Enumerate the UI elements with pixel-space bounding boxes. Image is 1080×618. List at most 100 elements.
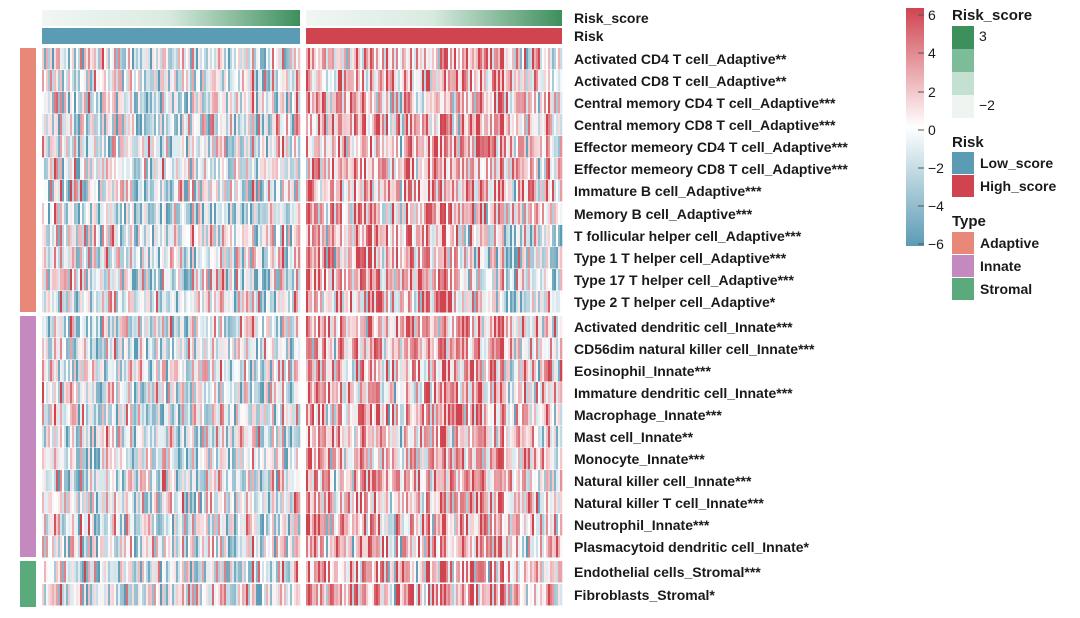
heatmap-cell xyxy=(246,158,249,180)
heatmap-cell xyxy=(52,291,55,313)
heatmap-cell xyxy=(384,180,387,202)
heatmap-cell xyxy=(252,247,255,269)
heatmap-cell xyxy=(182,136,185,158)
heatmap-cell xyxy=(408,382,411,404)
heatmap-cell xyxy=(500,382,503,404)
heatmap-cell xyxy=(522,338,525,360)
heatmap-cell xyxy=(516,360,519,382)
heatmap-cell xyxy=(488,426,491,448)
heatmap-cell xyxy=(298,316,301,338)
heatmap-cell xyxy=(80,404,83,426)
heatmap-cell xyxy=(328,92,331,114)
heatmap-cell xyxy=(532,92,535,114)
heatmap-cell xyxy=(120,247,123,269)
heatmap-cell xyxy=(312,382,315,404)
heatmap-cell xyxy=(378,291,381,313)
heatmap-cell xyxy=(368,180,371,202)
heatmap-cell xyxy=(546,448,549,470)
heatmap-cell xyxy=(282,180,285,202)
heatmap-cell xyxy=(74,92,77,114)
heatmap-cell xyxy=(128,382,131,404)
heatmap-cell xyxy=(238,136,241,158)
heatmap-cell xyxy=(58,426,61,448)
heatmap-cell xyxy=(184,338,187,360)
heatmap-cell xyxy=(100,470,103,492)
heatmap-cell xyxy=(204,316,207,338)
heatmap-cell xyxy=(468,426,471,448)
heatmap-cell xyxy=(92,448,95,470)
heatmap-cell xyxy=(550,426,553,448)
heatmap-cell xyxy=(540,92,543,114)
heatmap-cell xyxy=(366,203,369,225)
heatmap-cell xyxy=(140,48,143,70)
heatmap-cell xyxy=(86,426,89,448)
heatmap-cell xyxy=(338,158,341,180)
heatmap-cell xyxy=(118,70,121,92)
heatmap-cell xyxy=(368,291,371,313)
heatmap-cell xyxy=(430,158,433,180)
heatmap-cell xyxy=(160,92,163,114)
heatmap-cell xyxy=(454,269,457,291)
heatmap-cell xyxy=(128,48,131,70)
heatmap-cell xyxy=(518,70,521,92)
heatmap-cell xyxy=(452,404,455,426)
heatmap-cell xyxy=(288,48,291,70)
heatmap-cell xyxy=(360,114,363,136)
heatmap-cell xyxy=(346,136,349,158)
heatmap-cell xyxy=(246,291,249,313)
heatmap-cell xyxy=(178,203,181,225)
heatmap-cell xyxy=(54,360,57,382)
heatmap-cell xyxy=(312,316,315,338)
heatmap-cell xyxy=(112,382,115,404)
heatmap-cell xyxy=(122,48,125,70)
heatmap-cell xyxy=(416,291,419,313)
heatmap-cell xyxy=(268,247,271,269)
heatmap-cell xyxy=(508,180,511,202)
heatmap-cell xyxy=(260,448,263,470)
heatmap-cell xyxy=(408,247,411,269)
heatmap-cell xyxy=(114,180,117,202)
heatmap-cell xyxy=(148,92,151,114)
heatmap-cell xyxy=(382,247,385,269)
heatmap-cell xyxy=(356,247,359,269)
heatmap-cell xyxy=(284,382,287,404)
heatmap-cell xyxy=(490,48,493,70)
heatmap-cell xyxy=(234,291,237,313)
heatmap-cell xyxy=(424,247,427,269)
heatmap-cell xyxy=(482,316,485,338)
heatmap-cell xyxy=(240,470,243,492)
heatmap-cell xyxy=(452,316,455,338)
heatmap-cell xyxy=(82,247,85,269)
heatmap-cell xyxy=(198,180,201,202)
heatmap-cell xyxy=(104,92,107,114)
heatmap-cell xyxy=(250,48,253,70)
heatmap-cell xyxy=(68,158,71,180)
heatmap-cell xyxy=(398,291,401,313)
heatmap-cell xyxy=(316,247,319,269)
heatmap-cell xyxy=(522,291,525,313)
heatmap-cell xyxy=(222,158,225,180)
heatmap-cell xyxy=(454,92,457,114)
heatmap-cell xyxy=(520,92,523,114)
heatmap-cell xyxy=(354,404,357,426)
heatmap-cell xyxy=(408,158,411,180)
heatmap-cell xyxy=(426,382,429,404)
heatmap-cell xyxy=(308,70,311,92)
heatmap-cell xyxy=(246,338,249,360)
heatmap-cell xyxy=(288,269,291,291)
heatmap-cell xyxy=(446,158,449,180)
heatmap-cell xyxy=(90,158,93,180)
heatmap-cell xyxy=(266,70,269,92)
heatmap-cell xyxy=(212,316,215,338)
heatmap-cell xyxy=(132,269,135,291)
heatmap-cell xyxy=(98,291,101,313)
heatmap-cell xyxy=(504,180,507,202)
heatmap-cell xyxy=(432,360,435,382)
heatmap-cell xyxy=(398,136,401,158)
heatmap-cell xyxy=(178,247,181,269)
heatmap-cell xyxy=(164,316,167,338)
heatmap-cell xyxy=(218,48,221,70)
heatmap-cell xyxy=(488,158,491,180)
heatmap-cell xyxy=(230,426,233,448)
heatmap-cell xyxy=(200,338,203,360)
